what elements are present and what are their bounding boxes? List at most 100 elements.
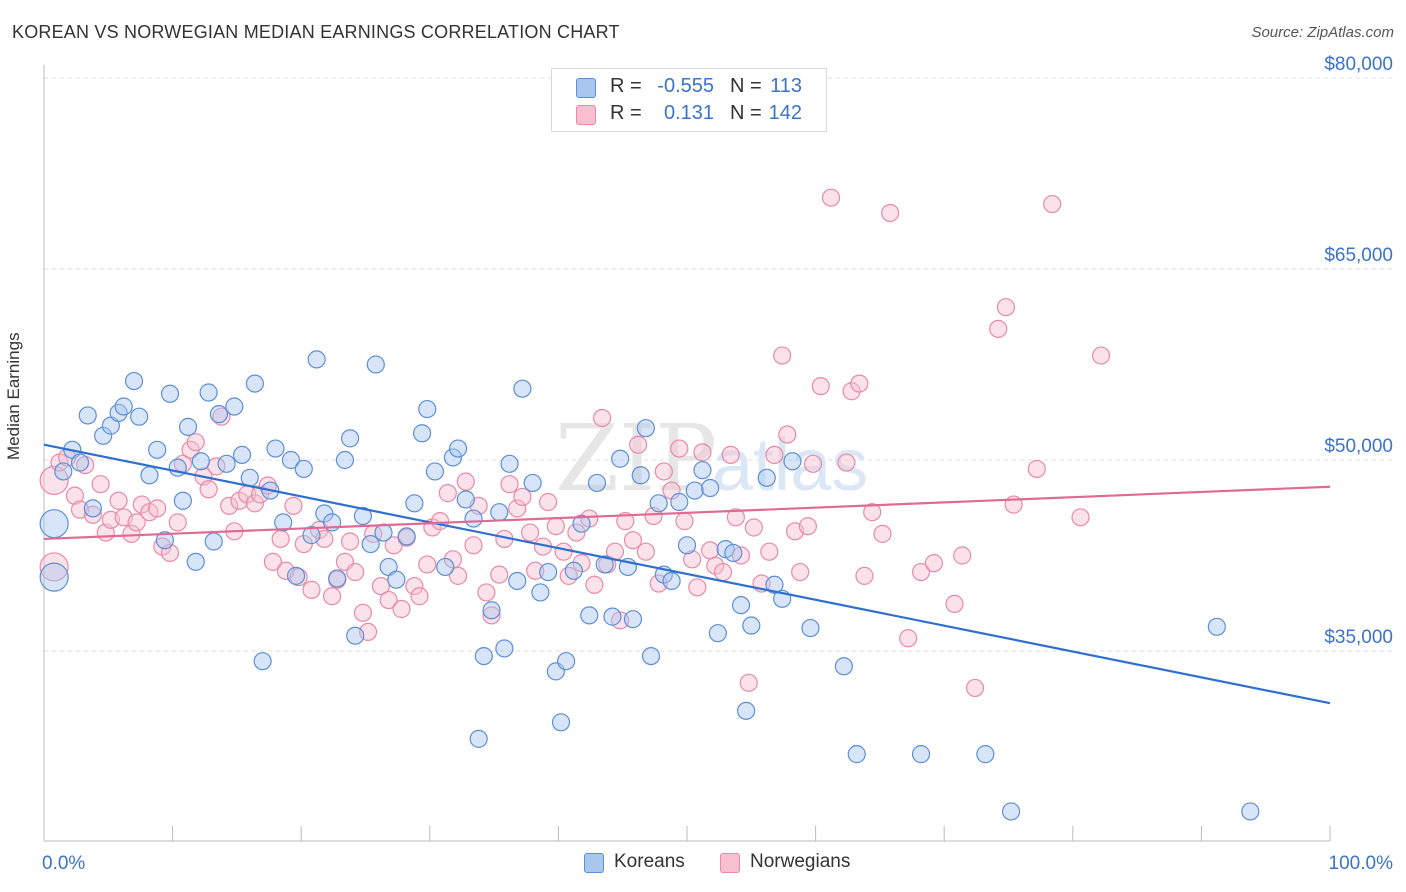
koreans-point (130, 407, 149, 426)
koreans-point (636, 419, 655, 438)
norwegians-point (76, 455, 95, 475)
koreans-point (412, 424, 432, 443)
koreans-point (742, 616, 761, 635)
koreans-point (335, 450, 355, 470)
koreans-point (124, 371, 144, 391)
n-value: 142 (768, 102, 802, 124)
norwegians-point (855, 566, 874, 585)
norwegians-point (593, 408, 612, 428)
chart-title: KOREAN VS NORWEGIAN MEDIAN EARNINGS CORR… (12, 22, 620, 42)
norwegians-point (924, 554, 944, 573)
koreans-point (603, 607, 622, 626)
n-label: N = (730, 75, 762, 97)
n-value: 113 (770, 75, 802, 97)
koreans-points (39, 350, 1260, 821)
norwegians-point (127, 513, 146, 532)
koreans-point (490, 503, 509, 522)
koreans-point (564, 561, 583, 580)
norwegians-point (721, 445, 740, 465)
koreans-point (976, 745, 995, 764)
koreans-point (469, 729, 488, 748)
norwegians-point (616, 512, 635, 531)
norwegians-legend-swatch (720, 853, 740, 873)
norwegians-points (39, 188, 1111, 698)
norwegians-point (554, 542, 573, 561)
koreans-point (148, 440, 167, 459)
norwegians-point (811, 377, 830, 396)
norwegians-point (670, 439, 689, 458)
norwegians-point (508, 499, 527, 518)
koreans-point (1207, 617, 1226, 636)
koreans-point (631, 466, 650, 485)
norwegians-point (567, 523, 586, 542)
norwegians-point (821, 188, 841, 207)
koreans-point (418, 399, 437, 419)
koreans-point (281, 450, 301, 470)
norwegians-point (539, 492, 558, 512)
legend-label: Koreans (614, 851, 685, 872)
koreans-point (160, 384, 180, 403)
norwegians-point (1071, 508, 1090, 527)
norwegians-point (438, 484, 457, 503)
norwegians-point (701, 541, 720, 560)
koreans-point (443, 448, 463, 467)
koreans-point (340, 429, 360, 448)
norwegians-point (791, 562, 810, 582)
koreans-point (724, 543, 743, 563)
norwegians-point (760, 542, 779, 561)
norwegians-point (803, 454, 823, 473)
norwegians-point (448, 566, 468, 585)
norwegians-point (989, 319, 1008, 338)
tick-labels: $35,000 $50,000 $65,000 $80,000 0.0% 100.0% (42, 54, 1393, 874)
koreans-point (245, 374, 265, 393)
koreans-point (623, 610, 643, 629)
norwegians-point (778, 425, 797, 444)
norwegians-point (302, 580, 321, 599)
koreans-point (685, 481, 704, 500)
norwegians-point (629, 435, 648, 454)
koreans-point (253, 652, 272, 671)
norwegians-point (379, 590, 398, 610)
koreans-point (523, 473, 542, 493)
y-tick-label: $50,000 (1324, 436, 1393, 457)
koreans-point (397, 527, 416, 546)
y-tick-label: $80,000 (1324, 54, 1393, 75)
koreans-point (670, 492, 689, 512)
norwegians-point (513, 487, 532, 507)
norwegians-point (109, 491, 128, 510)
koreans-point (266, 439, 285, 458)
norwegians-point (945, 594, 964, 613)
koreans-point (641, 646, 661, 666)
norwegians-point (953, 546, 972, 565)
norwegians-point (842, 382, 861, 401)
koreans-point (464, 509, 483, 528)
norwegians-point (572, 554, 591, 573)
koreans-point (513, 379, 532, 398)
koreans-point (425, 462, 445, 481)
koreans-point (662, 571, 681, 591)
norwegians-point (526, 561, 545, 580)
norwegians-trend-line (43, 485, 1331, 541)
norwegians-point (1043, 194, 1062, 214)
koreans-point (294, 459, 313, 479)
koreans-point (387, 570, 406, 589)
norwegians-point (353, 603, 373, 622)
norwegians-point (837, 453, 856, 472)
legend-label: Norwegians (750, 851, 851, 872)
koreans-swatch (576, 78, 596, 98)
koreans-point (911, 745, 931, 764)
koreans-point (209, 405, 228, 424)
koreans-point (173, 491, 192, 510)
koreans-point (204, 532, 223, 551)
koreans-point (448, 439, 468, 458)
koreans-point (70, 453, 90, 472)
koreans-point (186, 552, 205, 571)
norwegians-point (765, 445, 784, 465)
norwegians-point (654, 462, 673, 481)
norwegians-point (713, 562, 733, 582)
koreans-point (595, 555, 614, 574)
koreans-point (274, 513, 293, 532)
koreans-point (366, 355, 385, 374)
koreans-point (225, 397, 244, 416)
norwegians-point (148, 499, 167, 518)
